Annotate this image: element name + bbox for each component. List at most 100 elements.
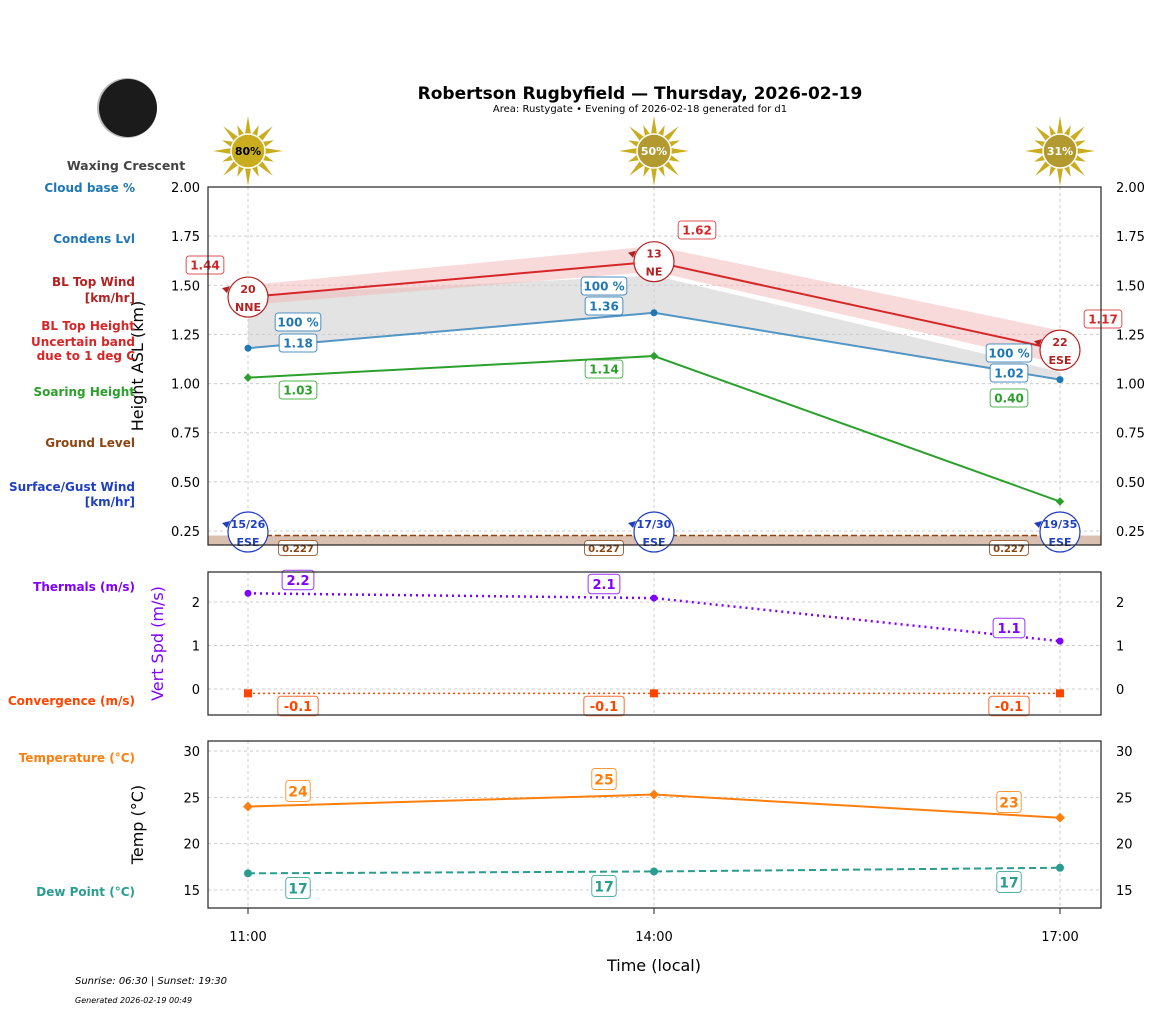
row-label-bl-height: Uncertain band (31, 335, 135, 349)
bl-wind-arrow-icon (222, 286, 230, 294)
soaring-label-box (278, 380, 318, 400)
y-axis-label: Temp (°C) (128, 785, 147, 865)
sun-disc (1042, 133, 1078, 169)
soaring-label: 1.03 (283, 384, 313, 398)
thermals-label-box (587, 573, 621, 595)
surface-wind-arrow-icon (222, 521, 230, 528)
surface-wind-direction: ESE (237, 536, 260, 549)
x-tick-label: 11:00 (229, 930, 266, 945)
cloud-band (248, 275, 1060, 380)
surface-wind-direction: ESE (1049, 536, 1072, 549)
sunrise-sunset: Sunrise: 06:30 | Sunset: 19:30 (75, 976, 227, 987)
temperature-label-box (285, 780, 311, 802)
sun-ray (1025, 147, 1045, 155)
temperature-label-box (591, 768, 617, 790)
condens-label: 1.18 (283, 337, 313, 351)
x-axis-label: Time (local) (606, 956, 701, 975)
thermals-point (244, 589, 252, 597)
sun-ray (1056, 116, 1064, 136)
x-tick-label: 17:00 (1041, 930, 1078, 945)
temperature-label: 24 (288, 784, 308, 800)
sun-ray (1056, 166, 1064, 186)
ground-label-box (584, 540, 624, 556)
y-tick-label-right: 1.25 (1116, 328, 1145, 343)
y-axis-label: Vert Spd (m/s) (148, 586, 167, 701)
bl-top-label: 1.44 (190, 259, 220, 273)
y-tick-label-left: 15 (183, 884, 200, 899)
dew-point-point (650, 867, 658, 876)
sun-disc (230, 133, 266, 169)
thermals-label-box (992, 617, 1026, 639)
bl-top-label: 1.17 (1088, 313, 1118, 327)
condens-point (650, 309, 658, 317)
bl-wind-arrow-icon (628, 250, 636, 258)
bl-wind-direction: NE (646, 266, 663, 279)
moon-phase-label: Waxing Crescent (67, 158, 185, 173)
sun-icon (1025, 116, 1095, 186)
temperature-label-box (996, 791, 1022, 813)
surface-wind-speed: 19/35 (1043, 518, 1078, 531)
cloud-cover-label: 50% (641, 145, 667, 158)
temperature-point (243, 801, 253, 812)
temperature-label: 23 (999, 795, 1018, 811)
sun-ray (629, 126, 646, 143)
surface-wind-circle (227, 511, 269, 553)
y-tick-label-left: 0 (192, 683, 200, 698)
sun-ray (256, 159, 273, 176)
convergence-label-box (277, 695, 319, 717)
bl-wind-circle (227, 276, 269, 318)
condens-label: 1.02 (994, 367, 1024, 381)
cloud-base-label-box (580, 276, 628, 296)
sun-ray (223, 159, 240, 176)
surface-wind-speed: 17/30 (637, 518, 672, 531)
y-tick-label-right: 0.75 (1116, 427, 1145, 442)
soaring-label-box (584, 359, 624, 379)
row-label-dew: Dew Point (°C) (36, 885, 135, 899)
y-tick-label-right: 0 (1116, 683, 1124, 698)
sun-ray (650, 166, 658, 186)
y-tick-label-left: 25 (183, 791, 200, 806)
y-tick-label-right: 25 (1116, 791, 1133, 806)
y-tick-label-right: 1.75 (1116, 230, 1145, 245)
row-label-bl-height: BL Top Height (41, 319, 135, 333)
convergence-label-box (583, 695, 625, 717)
dew-point-point (1056, 863, 1064, 872)
dew-point-point (244, 869, 252, 878)
chart-subtitle: Area: Rustygate • Evening of 2026-02-18 … (493, 104, 787, 115)
bl-top-label-box (185, 255, 225, 275)
y-tick-label-right: 2 (1116, 596, 1124, 611)
axes-frame (207, 740, 1102, 909)
sun-ray (662, 159, 679, 176)
sun-ray (244, 116, 252, 136)
dew-point-line (247, 866, 1061, 875)
y-tick-label-right: 15 (1116, 884, 1133, 899)
thermals-label: 2.1 (592, 578, 615, 593)
sun-ray (662, 126, 679, 143)
convergence-label: -0.1 (995, 700, 1023, 715)
sun-ray (1035, 159, 1052, 176)
convergence-label: -0.1 (284, 700, 312, 715)
sun-ray (1075, 147, 1095, 155)
y-tick-label-right: 1.50 (1116, 279, 1145, 294)
temperature-label: 25 (594, 772, 613, 788)
sun-icon (213, 116, 283, 186)
condens-label: 1.36 (589, 300, 619, 314)
cloud-base-label-box (985, 343, 1033, 363)
soaring-label: 0.40 (994, 392, 1024, 406)
sun-ray (223, 126, 240, 143)
soaring-point (649, 351, 659, 361)
thermals-label: 2.2 (286, 574, 309, 589)
row-label-thermals: Thermals (m/s) (33, 580, 135, 594)
temperature-point (649, 789, 659, 800)
dew-point-label: 17 (999, 875, 1018, 891)
condens-point (244, 344, 252, 352)
dew-point-label-box (996, 871, 1022, 893)
sun-ray (263, 147, 283, 155)
row-label-surface-wind: [km/hr] (85, 495, 135, 509)
soaring-label-box (989, 388, 1029, 408)
bl-top-label: 1.62 (682, 224, 712, 238)
cloud-base-label-box (274, 312, 322, 332)
y-axis-label: Height ASL (km) (128, 301, 147, 431)
condens-point (1056, 376, 1064, 384)
y-tick-label-left: 1.50 (171, 279, 200, 294)
